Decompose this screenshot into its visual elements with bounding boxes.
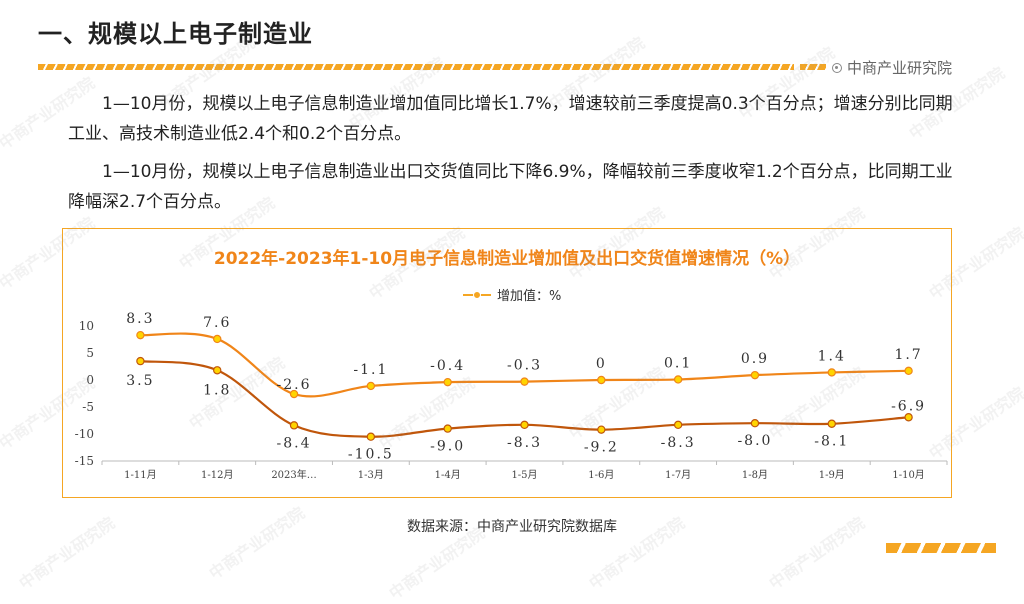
data-label: -0.3 bbox=[507, 358, 542, 374]
data-label: -8.0 bbox=[737, 433, 772, 449]
data-point bbox=[827, 419, 836, 428]
data-point bbox=[520, 420, 529, 430]
data-label: 1.4 bbox=[818, 348, 846, 364]
y-tick-label: -15 bbox=[75, 454, 94, 468]
x-tick-label: 1-11月 bbox=[124, 469, 156, 481]
data-label: -6.9 bbox=[891, 398, 926, 414]
data-point bbox=[520, 377, 529, 386]
brand-logo-icon bbox=[832, 62, 842, 73]
y-tick-label: -10 bbox=[75, 427, 94, 441]
data-point bbox=[213, 366, 222, 375]
brand: 中商产业研究院 bbox=[832, 57, 952, 78]
data-point bbox=[366, 381, 376, 391]
y-tick-label: 0 bbox=[86, 373, 94, 387]
data-point bbox=[750, 370, 760, 380]
data-point bbox=[289, 389, 299, 399]
watermark: 中商产业研究院 bbox=[205, 503, 309, 584]
x-tick-label: 1-12月 bbox=[201, 469, 233, 481]
title-divider-accent bbox=[800, 64, 826, 70]
data-point bbox=[750, 418, 760, 428]
data-point bbox=[136, 356, 145, 366]
data-label: 0.1 bbox=[664, 355, 692, 371]
data-label: 0.9 bbox=[741, 351, 769, 367]
line-chart: 10 5 0 -5 -10 -15 1-11月 1-12月 2023年… 1-3月 1-4月 1-5月… bbox=[75, 311, 948, 481]
data-label: -8.4 bbox=[277, 435, 312, 451]
brand-name: 中商产业研究院 bbox=[847, 59, 953, 77]
data-point bbox=[904, 413, 913, 422]
x-tick-label: 1-3月 bbox=[358, 469, 384, 481]
data-point bbox=[289, 421, 299, 430]
paragraph-added-value: 1—10月份，规模以上电子信息制造业增加值同比增长1.7%，增速较前三季度提高0… bbox=[68, 94, 953, 144]
data-label: 0 bbox=[596, 356, 607, 372]
y-tick-label: 5 bbox=[86, 346, 94, 360]
data-point bbox=[827, 368, 836, 377]
data-label: 7.6 bbox=[203, 315, 231, 331]
x-tick-label: 1-7月 bbox=[665, 469, 691, 481]
data-label: -0.4 bbox=[430, 358, 465, 374]
x-tick-label: 1-6月 bbox=[588, 469, 614, 481]
data-label: -10.5 bbox=[348, 447, 394, 463]
data-point bbox=[673, 375, 683, 384]
legend-line-icon bbox=[463, 290, 491, 299]
x-tick-label: 1-9月 bbox=[819, 469, 845, 481]
data-label: -9.0 bbox=[430, 439, 465, 455]
data-label: -8.1 bbox=[814, 434, 849, 450]
chart-title: 2022年-2023年1-10月电子信息制造业增加值及出口交货值增速情况（%） bbox=[213, 249, 801, 269]
x-tick-label: 1-8月 bbox=[742, 469, 768, 481]
data-point bbox=[904, 366, 913, 376]
data-point bbox=[673, 420, 683, 430]
x-tick-label: 1-5月 bbox=[511, 469, 537, 481]
data-point bbox=[443, 377, 452, 387]
data-point bbox=[597, 425, 606, 434]
data-label: 3.5 bbox=[126, 373, 154, 389]
y-tick-label: -5 bbox=[82, 400, 94, 414]
data-source: 数据来源：中商产业研究院数据库 bbox=[407, 519, 617, 535]
data-point bbox=[213, 334, 222, 344]
chart-legend: 增加值：% bbox=[463, 285, 561, 304]
legend-label: 增加值：% bbox=[497, 289, 562, 304]
corner-decoration bbox=[886, 543, 996, 553]
data-label: -8.3 bbox=[661, 435, 696, 451]
data-label: -8.3 bbox=[507, 435, 542, 451]
x-tick-label: 2023年… bbox=[271, 468, 316, 481]
data-label: -2.6 bbox=[277, 377, 312, 393]
data-label: 1.7 bbox=[894, 347, 922, 363]
x-tick-label: 1-10月 bbox=[892, 469, 924, 481]
data-point bbox=[443, 424, 452, 433]
x-tick-label: 1-4月 bbox=[435, 469, 461, 481]
data-label: 1.8 bbox=[203, 382, 231, 398]
data-label: -1.1 bbox=[353, 362, 388, 378]
paragraph-export-value: 1—10月份，规模以上电子信息制造业出口交货值同比下降6.9%，降幅较前三季度收… bbox=[68, 162, 953, 212]
y-tick-label: 10 bbox=[79, 319, 94, 333]
data-point bbox=[366, 432, 376, 441]
data-point bbox=[597, 375, 606, 385]
data-label: 8.3 bbox=[126, 311, 154, 327]
data-label: -9.2 bbox=[584, 440, 619, 456]
title-divider bbox=[38, 64, 794, 70]
data-point bbox=[136, 330, 145, 340]
chart-frame bbox=[62, 228, 952, 498]
page-title: 一、规模以上电子制造业 bbox=[38, 20, 313, 48]
